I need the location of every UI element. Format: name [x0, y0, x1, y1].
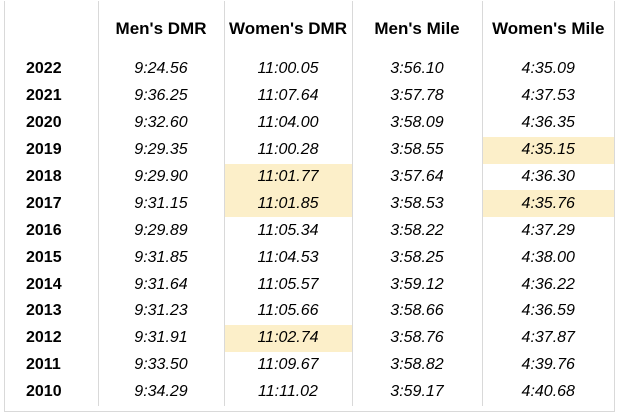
- year-cell: 2014: [4, 271, 99, 299]
- mens-mile-cell: 3:58.82: [352, 351, 483, 379]
- table-row: 2012 9:31.91 11:02.74 3:58.76 4:37.87: [4, 324, 614, 352]
- year-cell: 2016: [4, 217, 99, 245]
- table-row: 2022 9:24.56 11:00.05 3:56.10 4:35.09: [4, 56, 614, 83]
- header-mens-mile: Men's Mile: [352, 1, 483, 56]
- table-row: 2011 9:33.50 11:09.67 3:58.82 4:39.76: [4, 351, 614, 379]
- womens-mile-cell: 4:36.30: [521, 168, 575, 185]
- table-row: 2019 9:29.35 11:00.28 3:58.55 4:35.15: [4, 136, 614, 164]
- womens-mile-cell: 4:39.76: [521, 356, 575, 374]
- womens-mile-cell: 4:36.22: [521, 275, 575, 293]
- mens-dmr-cell: 9:29.35: [98, 136, 225, 164]
- womens-dmr-cell: 11:05.57: [224, 271, 353, 299]
- mens-mile-cell: 3:58.25: [352, 244, 483, 272]
- womens-dmr-cell: 11:07.64: [224, 82, 353, 110]
- year-cell: 2022: [4, 56, 99, 83]
- year-cell: 2015: [4, 244, 99, 272]
- mens-dmr-cell: 9:31.64: [98, 271, 225, 299]
- womens-mile-cell: 4:37.29: [521, 221, 575, 239]
- womens-dmr-cell: 11:09.67: [224, 351, 353, 379]
- header-corner: [4, 1, 99, 56]
- table-row: 2013 9:31.23 11:05.66 3:58.66 4:36.59: [4, 298, 614, 325]
- womens-dmr-cell: 11:01.77: [224, 163, 353, 191]
- header-womens-dmr: Women's DMR: [224, 1, 353, 56]
- table-row: 2017 9:31.15 11:01.85 3:58.53 4:35.76: [4, 190, 614, 218]
- womens-mile-cell: 4:36.59: [521, 302, 575, 320]
- womens-mile-cell: 4:40.68: [521, 383, 575, 401]
- year-cell: 2017: [4, 190, 99, 218]
- mens-mile-cell: 3:59.17: [352, 378, 483, 406]
- table-row: 2018 9:29.90 11:01.77 3:57.64 4:36.30: [4, 163, 614, 191]
- header-row: Men's DMR Women's DMR Men's Mile Women's…: [4, 1, 614, 56]
- womens-dmr-cell: 11:00.28: [224, 136, 353, 164]
- womens-mile-cell: 4:36.35: [521, 114, 575, 132]
- womens-mile-cell: 4:35.15: [482, 136, 614, 164]
- mens-dmr-cell: 9:32.60: [98, 109, 225, 137]
- mens-dmr-cell: 9:33.50: [98, 351, 225, 379]
- year-cell: 2013: [4, 298, 99, 325]
- mens-mile-cell: 3:59.12: [352, 271, 483, 299]
- mens-mile-cell: 3:58.66: [352, 298, 483, 325]
- table-row: 2015 9:31.85 11:04.53 3:58.25 4:38.00: [4, 244, 614, 272]
- mens-mile-cell: 3:57.78: [352, 82, 483, 110]
- womens-dmr-cell: 11:05.34: [224, 217, 353, 245]
- header-mens-dmr: Men's DMR: [98, 1, 225, 56]
- womens-dmr-cell: 11:11.02: [224, 378, 353, 406]
- year-cell: 2011: [4, 351, 99, 379]
- womens-mile-cell: 4:35.76: [482, 190, 614, 218]
- table-row: 2014 9:31.64 11:05.57 3:59.12 4:36.22: [4, 271, 614, 299]
- mens-mile-cell: 3:58.09: [352, 109, 483, 137]
- year-cell: 2021: [4, 82, 99, 110]
- womens-mile-cell: 4:37.53: [521, 87, 575, 105]
- mens-dmr-cell: 9:34.29: [98, 378, 225, 406]
- mens-mile-cell: 3:58.76: [352, 324, 483, 352]
- womens-dmr-cell: 11:00.05: [224, 56, 353, 83]
- header-womens-mile: Women's Mile: [492, 18, 605, 38]
- mens-mile-cell: 3:58.55: [352, 136, 483, 164]
- mens-dmr-cell: 9:31.85: [98, 244, 225, 272]
- table-row: 2016 9:29.89 11:05.34 3:58.22 4:37.29: [4, 217, 614, 245]
- year-cell: 2010: [4, 378, 99, 406]
- womens-dmr-cell: 11:04.53: [224, 244, 353, 272]
- womens-dmr-cell: 11:04.00: [224, 109, 353, 137]
- mens-dmr-cell: 9:36.25: [98, 82, 225, 110]
- year-cell: 2019: [4, 136, 99, 164]
- year-cell: 2012: [4, 324, 99, 352]
- womens-dmr-cell: 11:02.74: [224, 324, 353, 352]
- mens-mile-cell: 3:58.53: [352, 190, 483, 218]
- mens-mile-cell: 3:57.64: [352, 163, 483, 191]
- mens-dmr-cell: 9:29.90: [98, 163, 225, 191]
- results-table: Men's DMR Women's DMR Men's Mile Women's…: [4, 1, 614, 406]
- womens-mile-cell: 4:35.09: [521, 60, 575, 78]
- womens-dmr-cell: 11:05.66: [224, 298, 353, 325]
- table-row: 2010 9:34.29 11:11.02 3:59.17 4:40.68: [4, 378, 614, 406]
- mens-dmr-cell: 9:31.23: [98, 298, 225, 325]
- table-row: 2021 9:36.25 11:07.64 3:57.78 4:37.53: [4, 82, 614, 110]
- mens-dmr-cell: 9:24.56: [98, 56, 225, 83]
- mens-dmr-cell: 9:31.15: [98, 190, 225, 218]
- womens-dmr-cell: 11:01.85: [224, 190, 353, 218]
- mens-dmr-cell: 9:31.91: [98, 324, 225, 352]
- year-cell: 2018: [4, 163, 99, 191]
- table-row: 2020 9:32.60 11:04.00 3:58.09 4:36.35: [4, 109, 614, 137]
- year-cell: 2020: [4, 109, 99, 137]
- mens-mile-cell: 3:56.10: [352, 56, 483, 83]
- mens-dmr-cell: 9:29.89: [98, 217, 225, 245]
- womens-mile-cell: 4:38.00: [521, 248, 575, 266]
- mens-mile-cell: 3:58.22: [352, 217, 483, 245]
- womens-mile-cell: 4:37.87: [521, 329, 575, 347]
- table-body: 2022 9:24.56 11:00.05 3:56.10 4:35.09 2021 9:3…: [4, 56, 614, 406]
